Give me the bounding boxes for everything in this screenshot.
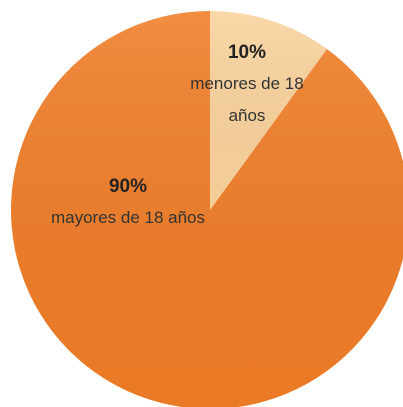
slice-shade [11,11,403,407]
slice-label: 10% menores de 18 años [182,38,312,132]
percent-label: 90% [108,176,148,197]
category-label: menores de 18 años [190,74,304,125]
slice-label: 90% mayores de 18 años [48,172,208,234]
slice-shade [210,11,327,210]
category-label: mayores de 18 años [50,208,206,227]
percent-label: 10% [227,42,267,63]
